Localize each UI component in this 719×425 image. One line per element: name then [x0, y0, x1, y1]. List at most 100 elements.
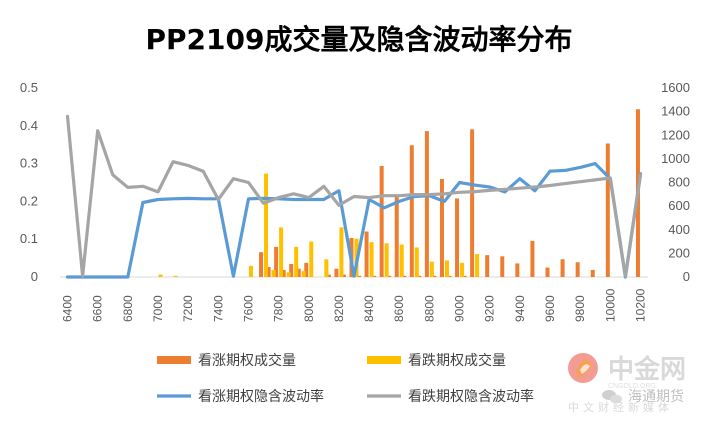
- cngold-watermark: 中金网 CNGOLD.ORG 中文财经新媒体 海通期货: [568, 353, 686, 414]
- call-volume-bar: [417, 275, 422, 277]
- legend-label: 看跌期权隐含波动率: [408, 388, 534, 405]
- call-volume-bar: [447, 275, 452, 277]
- put-iv-line: [65, 114, 643, 278]
- cngold-flame-logo: [568, 353, 598, 383]
- y-left-tick-label: 0: [31, 269, 38, 284]
- y-left-tick-label: 0.1: [20, 231, 38, 246]
- call-volume-bar: [289, 264, 294, 277]
- call-volume-bar: [455, 198, 460, 277]
- put-volume-bar: [309, 241, 314, 277]
- x-tick-label: 9200: [483, 295, 497, 322]
- call-volume-bar: [500, 256, 505, 277]
- y-right-tick-label: 800: [668, 175, 690, 190]
- call-volume-bar: [515, 263, 520, 277]
- y-right-tick-label: 400: [668, 222, 690, 237]
- wechat-icon: [602, 390, 622, 404]
- call-volume-bar: [326, 274, 331, 277]
- put-volume-bar: [339, 227, 344, 277]
- put-volume-bar: [444, 260, 449, 277]
- put-volume-bar: [384, 243, 389, 277]
- x-tick-label: 8400: [362, 295, 376, 322]
- call-volume-bar: [530, 240, 535, 277]
- x-tick-label: 10000: [603, 288, 617, 322]
- put-volume-bar: [475, 253, 480, 277]
- chart-title: PP2109成交量及隐含波动率分布: [146, 23, 573, 56]
- x-tick-label: 8800: [422, 295, 436, 322]
- x-tick-label: 9400: [513, 295, 527, 322]
- x-axis: 6400 6600 6800 7000 7200 7400 7600 7800 8000 8200…: [60, 276, 648, 322]
- call-volume-bar: [424, 131, 429, 277]
- put-volume-bar: [324, 259, 329, 277]
- put-volume-bar: [264, 173, 269, 277]
- call-volume-bar: [379, 165, 384, 277]
- right-y-axis: 0 200 400 600 800 1000 1200 1400 1600: [661, 80, 690, 284]
- x-tick-label: 9000: [453, 295, 467, 322]
- watermark-domain: CNGOLD.ORG: [608, 383, 656, 390]
- y-right-tick-label: 200: [668, 245, 690, 260]
- x-tick-label: 7400: [211, 295, 225, 322]
- iv-lines: [65, 114, 643, 279]
- call-volume-bar: [274, 246, 279, 277]
- call-volume-bar: [304, 262, 309, 277]
- call-volume-bar: [485, 255, 490, 277]
- call-volume-bar: [470, 129, 475, 277]
- call-volume-bar: [387, 275, 392, 277]
- call-volume-bar: [560, 259, 565, 277]
- call-iv-line: [65, 162, 643, 279]
- x-tick-label: 9600: [543, 295, 557, 322]
- call-volume-bar: [266, 266, 271, 277]
- put-volume-bar: [173, 275, 178, 277]
- put-volume-bar: [294, 246, 299, 277]
- y-right-tick-label: 1600: [661, 80, 690, 95]
- put-volume-bar: [158, 274, 163, 277]
- y-right-tick-label: 1200: [661, 127, 690, 142]
- call-volume-bar: [439, 178, 444, 277]
- call-volume-bar: [281, 269, 286, 277]
- call-volume-bar: [259, 252, 264, 277]
- put-volume-bar: [399, 244, 404, 277]
- put-volume-bar: [286, 272, 291, 277]
- put-volume-bar: [279, 227, 284, 277]
- watermark-brand: 中金网: [608, 354, 686, 385]
- x-tick-label: 7000: [151, 295, 165, 322]
- call-volume-bar: [364, 231, 369, 277]
- x-tick-label: 10200: [633, 288, 647, 322]
- y-right-tick-label: 1000: [661, 151, 690, 166]
- legend-swatch: [157, 356, 191, 364]
- watermark-slogan: 中文财经新媒体: [568, 400, 673, 414]
- x-tick-label: 6600: [91, 295, 105, 322]
- y-left-tick-label: 0.4: [20, 118, 38, 133]
- y-left-tick-label: 0.5: [20, 80, 38, 95]
- call-volume-bar: [402, 275, 407, 277]
- watermark-account: 海通期货: [628, 388, 684, 405]
- y-right-tick-label: 0: [683, 269, 690, 284]
- put-volume-bar: [460, 262, 465, 277]
- y-left-tick-label: 0.3: [20, 156, 38, 171]
- x-tick-label: 7800: [272, 295, 286, 322]
- call-volume-bar: [341, 274, 346, 277]
- x-tick-label: 8200: [332, 295, 346, 322]
- put-volume-bar: [369, 242, 374, 277]
- call-volume-bar: [575, 262, 580, 277]
- x-tick-label: 6400: [61, 295, 75, 322]
- y-right-tick-label: 600: [668, 198, 690, 213]
- call-volume-bar: [334, 268, 339, 277]
- x-tick-label: 7600: [241, 295, 255, 322]
- call-volume-bar: [372, 275, 377, 277]
- call-volume-bar: [357, 275, 362, 277]
- x-tick-label: 9800: [573, 295, 587, 322]
- legend-label: 看跌期权成交量: [408, 352, 506, 369]
- legend-label: 看涨期权隐含波动率: [198, 388, 324, 405]
- call-volume-bar: [462, 275, 467, 277]
- call-volume-bar: [432, 275, 437, 277]
- put-volume-bar: [248, 265, 253, 277]
- put-volume-bar: [301, 271, 306, 277]
- x-tick-label: 8600: [392, 295, 406, 322]
- call-volume-bar: [296, 268, 301, 277]
- y-right-tick-label: 1400: [661, 104, 690, 119]
- call-volume-bar: [590, 269, 595, 277]
- legend-swatch: [367, 356, 401, 364]
- left-y-axis: 0 0.1 0.2 0.3 0.4 0.5: [20, 80, 38, 284]
- call-volume-bar: [545, 267, 550, 277]
